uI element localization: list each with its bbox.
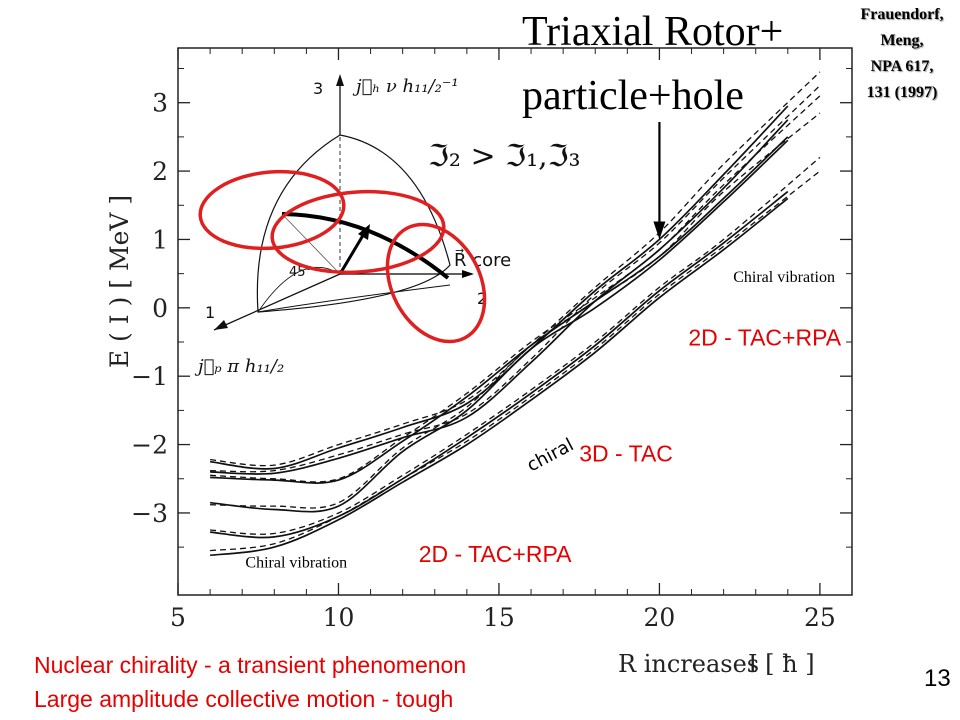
footer-line-1: Nuclear chirality - a transient phenomen… xyxy=(34,652,467,678)
x-tick-label: 20 xyxy=(644,603,676,632)
chart-annotation: Chiral vibration xyxy=(733,269,835,286)
axis-3-label: 3 xyxy=(313,79,323,98)
dashed-series-line xyxy=(210,95,821,483)
y-axis-label: E ( I ) [ MeV ] xyxy=(105,195,134,368)
inset-j-arrow-head xyxy=(358,224,370,240)
highlight-ellipse-middle xyxy=(270,189,446,275)
reference-line: Frauendorf, xyxy=(860,6,944,23)
axis-1 xyxy=(213,273,341,331)
reference-line: 131 (1997) xyxy=(866,84,938,101)
x-tick-label: 15 xyxy=(483,603,515,632)
highlight-ellipse-right xyxy=(385,222,487,344)
plot-border xyxy=(177,47,853,596)
solid-series-line xyxy=(210,136,789,484)
dashed-series-line xyxy=(210,170,821,552)
chart-annotation: chiral xyxy=(524,434,578,476)
solid-series-line xyxy=(209,197,789,557)
axis-1-head xyxy=(214,320,228,330)
axis-1-label: 1 xyxy=(205,303,215,322)
core-label: R⃗ core xyxy=(454,249,511,271)
jp-label: j⃗ₚ π h₁₁/₂ xyxy=(194,356,284,377)
axis-3-head xyxy=(336,74,344,86)
x-tick-label: 10 xyxy=(323,603,355,632)
reference-citation: Frauendorf, Meng, NPA 617, 131 (1997) xyxy=(846,2,958,106)
dashed-series-line xyxy=(210,156,821,535)
footer-line-2: Large amplitude collective motion - toug… xyxy=(34,686,454,712)
axis-2-label: 2 xyxy=(477,289,487,308)
dashed-series-line xyxy=(210,71,821,467)
page-number: 13 xyxy=(924,665,951,692)
angle-label: 45° xyxy=(289,265,312,280)
y-tick-label: 3 xyxy=(152,89,168,118)
y-tick-label: 2 xyxy=(152,157,168,186)
slide-title: Triaxial Rotor+ xyxy=(522,9,784,55)
chart-annotation: Chiral vibration xyxy=(245,555,347,572)
moment-inertia-formula: ℑ₂ > ℑ₁,ℑ₃ xyxy=(428,139,581,174)
dashed-series-line xyxy=(210,112,821,509)
inset-surface-edge xyxy=(257,284,451,313)
reference-line: NPA 617, xyxy=(870,58,934,75)
chart-annotation: 2D - TAC+RPA xyxy=(688,324,841,350)
solid-series-line xyxy=(210,119,789,475)
jh-label: j⃗ₕ ν h₁₁/₂⁻¹ xyxy=(352,76,459,97)
inset-45-guide xyxy=(281,213,341,275)
y-tick-label: −1 xyxy=(131,362,168,391)
y-tick-label: 0 xyxy=(152,294,168,323)
solid-series-line xyxy=(210,190,789,539)
y-tick-label: −2 xyxy=(131,431,168,460)
chart-annotation: 3D - TAC xyxy=(579,441,673,467)
x-axis-label: I [ ħ ] xyxy=(748,650,815,678)
slide-subtitle: particle+hole xyxy=(522,73,744,119)
x-tick-label: 25 xyxy=(804,603,836,632)
x-axis-label-prefix: R increases xyxy=(618,650,759,678)
chart-annotation: 2D - TAC+RPA xyxy=(419,541,572,567)
y-tick-label: 1 xyxy=(152,225,168,254)
x-tick-label: 5 xyxy=(170,603,186,632)
pointer-arrow-head xyxy=(653,221,666,240)
reference-line: Meng, xyxy=(880,32,924,49)
inset-j-arrow xyxy=(338,231,367,275)
solid-series-line xyxy=(210,105,789,470)
dashed-series-line xyxy=(210,85,821,473)
y-tick-label: −3 xyxy=(131,499,168,528)
core-arrow-head xyxy=(462,270,474,278)
